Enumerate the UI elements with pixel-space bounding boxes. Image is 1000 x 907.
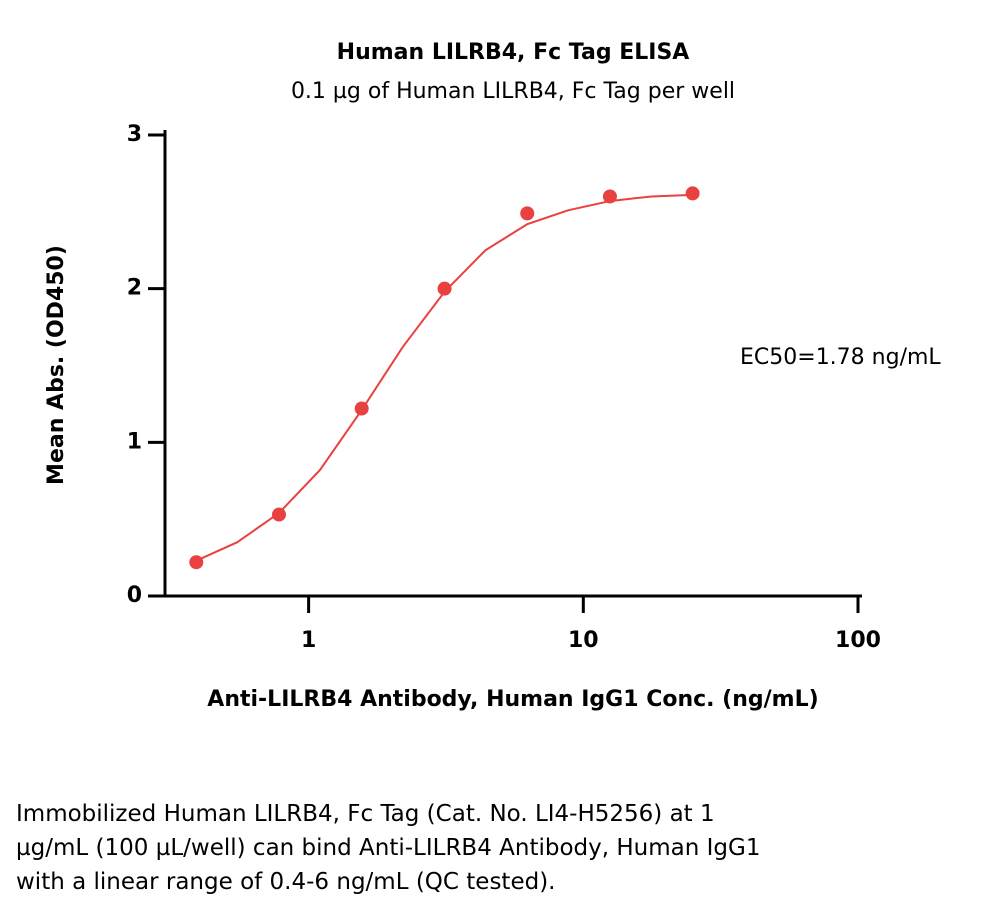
x-axis-label: Anti-LILRB4 Antibody, Human IgG1 Conc. (… xyxy=(207,687,818,712)
data-point xyxy=(189,555,204,570)
y-tick-label: 3 xyxy=(127,122,142,147)
data-point xyxy=(520,206,535,221)
y-axis-label: Mean Abs. (OD450) xyxy=(44,245,69,485)
data-point xyxy=(354,401,369,416)
y-tick-label: 2 xyxy=(127,276,142,301)
chart-subtitle: 0.1 µg of Human LILRB4, Fc Tag per well xyxy=(291,79,735,104)
data-point xyxy=(685,186,700,201)
x-tick-label: 10 xyxy=(568,628,599,653)
data-point xyxy=(437,281,452,296)
caption-line: µg/mL (100 µL/well) can bind Anti-LILRB4… xyxy=(16,835,761,861)
chart: Human LILRB4, Fc Tag ELISA 0.1 µg of Hum… xyxy=(44,40,941,712)
x-tick-label: 100 xyxy=(835,628,881,653)
caption-line: with a linear range of 0.4-6 ng/mL (QC t… xyxy=(16,869,556,895)
chart-title: Human LILRB4, Fc Tag ELISA xyxy=(337,40,690,65)
x-tick-label: 1 xyxy=(301,628,316,653)
caption-line: Immobilized Human LILRB4, Fc Tag (Cat. N… xyxy=(16,801,715,827)
data-point xyxy=(602,189,617,204)
data-point xyxy=(271,507,286,522)
y-tick-label: 0 xyxy=(127,583,142,608)
caption: Immobilized Human LILRB4, Fc Tag (Cat. N… xyxy=(16,797,760,899)
annotation: EC50=1.78 ng/mL xyxy=(740,345,941,370)
fit-curve xyxy=(195,193,693,562)
y-tick-label: 1 xyxy=(127,429,142,454)
